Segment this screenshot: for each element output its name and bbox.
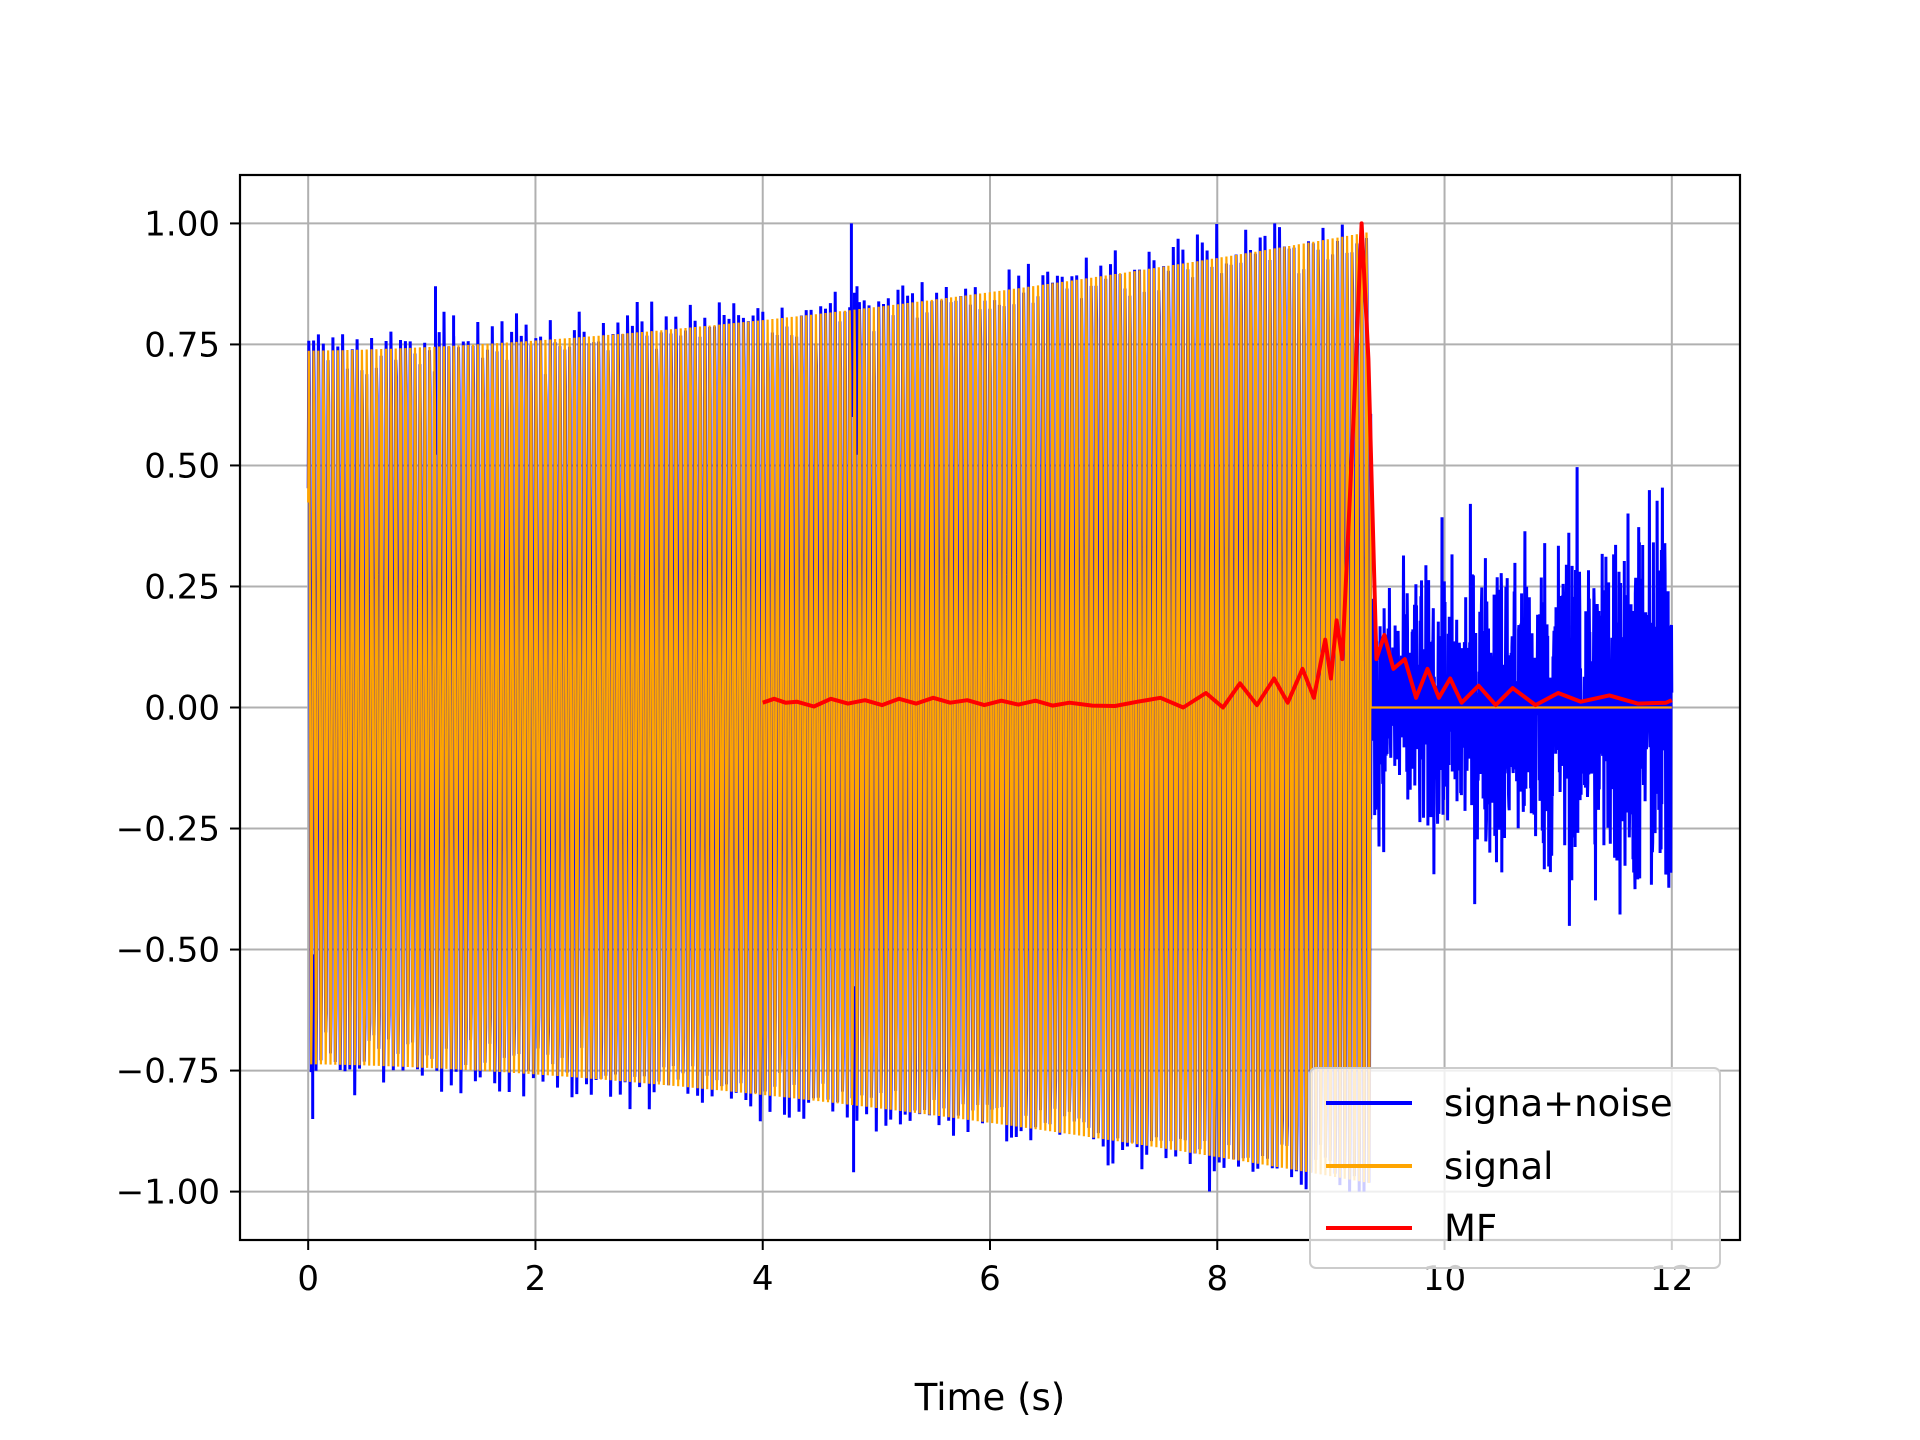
x-tick-label: 0 <box>297 1259 319 1299</box>
legend: signa+noise signal MF <box>1309 1067 1721 1269</box>
y-tick-label: 1.00 <box>144 204 220 244</box>
legend-label-mf: MF <box>1444 1207 1497 1250</box>
legend-frame <box>1309 1067 1721 1269</box>
y-tick-label: −0.75 <box>116 1052 220 1092</box>
y-tick-label: −0.50 <box>116 931 220 971</box>
y-tick-label: 0.75 <box>144 325 220 365</box>
x-tick-label: 6 <box>979 1259 1001 1299</box>
y-axis-ticks: 1.00 0.75 0.50 0.25 0.00 −0.25 −0.50 −0.75 −1.00 <box>116 204 240 1213</box>
y-tick-label: −0.25 <box>116 810 220 850</box>
series-signal-line <box>307 232 1672 1184</box>
y-tick-label: 0.25 <box>144 567 220 607</box>
x-axis-label: Time (s) <box>914 1376 1065 1419</box>
legend-label-signa-noise: signa+noise <box>1444 1082 1673 1125</box>
x-tick-label: 8 <box>1206 1259 1228 1299</box>
y-tick-label: −1.00 <box>116 1173 220 1213</box>
plot-area <box>306 221 1674 1192</box>
legend-label-signal: signal <box>1444 1145 1553 1188</box>
x-tick-label: 2 <box>525 1259 547 1299</box>
y-tick-label: 0.00 <box>144 689 220 729</box>
x-tick-label: 4 <box>752 1259 774 1299</box>
series-mf-line <box>762 221 1673 710</box>
x-axis-ticks: 0 2 4 6 8 10 12 <box>297 1240 1693 1299</box>
y-tick-label: 0.50 <box>144 446 220 486</box>
